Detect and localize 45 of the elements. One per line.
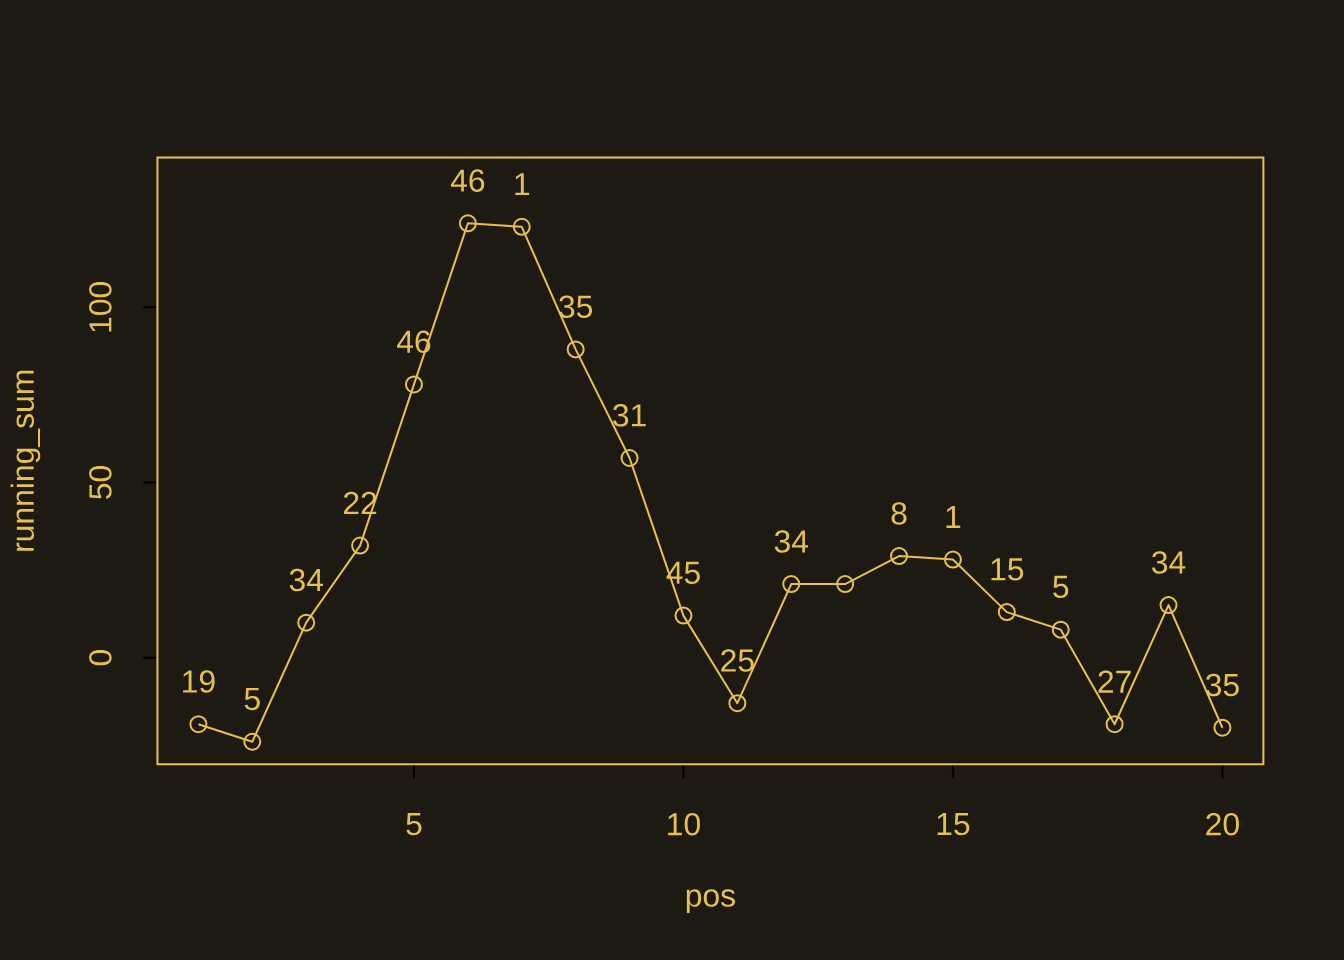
x-axis-title: pos: [686, 889, 735, 914]
point: [836, 575, 855, 594]
x-tick-label: 10: [668, 812, 700, 836]
annotation: 1: [515, 173, 530, 196]
annotation: 5: [244, 687, 260, 711]
point: [512, 217, 531, 236]
point: [1051, 620, 1070, 639]
annotation: 35: [559, 295, 593, 318]
x-tick-label: 5: [406, 813, 422, 836]
point: [297, 613, 316, 632]
annotation: 46: [450, 169, 485, 192]
x-tick-label: 15: [937, 813, 970, 836]
annotation: 34: [289, 568, 323, 592]
y-axis-title: running_sum: [10, 370, 41, 551]
point: [189, 715, 208, 734]
point: [890, 547, 909, 566]
y-tick-label: 100: [89, 282, 112, 332]
point: [728, 694, 747, 713]
annotation: 25: [721, 649, 754, 672]
annotation: 27: [1098, 670, 1131, 693]
point: [943, 550, 962, 569]
annotation: 15: [991, 558, 1024, 581]
x-tick-label: 20: [1206, 812, 1239, 836]
y-tick-label: 0: [89, 650, 112, 666]
annotation: 34: [1151, 551, 1186, 574]
point: [674, 606, 693, 625]
point: [997, 603, 1016, 622]
annotation: 1: [946, 505, 961, 528]
point: [1213, 718, 1232, 737]
point: [620, 448, 639, 467]
annotation: 34: [774, 530, 809, 553]
y-tick-label: 50: [89, 466, 112, 499]
point: [782, 575, 801, 594]
annotation: 8: [891, 502, 907, 525]
annotation: 19: [183, 670, 215, 693]
point: [404, 375, 423, 394]
point: [566, 340, 585, 359]
annotation: 35: [1205, 673, 1239, 697]
point: [1159, 596, 1178, 615]
annotation: 5: [1053, 575, 1069, 599]
point: [1105, 715, 1124, 734]
point: [351, 536, 370, 555]
point: [458, 214, 477, 233]
point: [243, 732, 262, 751]
annotation: 31: [613, 404, 646, 427]
